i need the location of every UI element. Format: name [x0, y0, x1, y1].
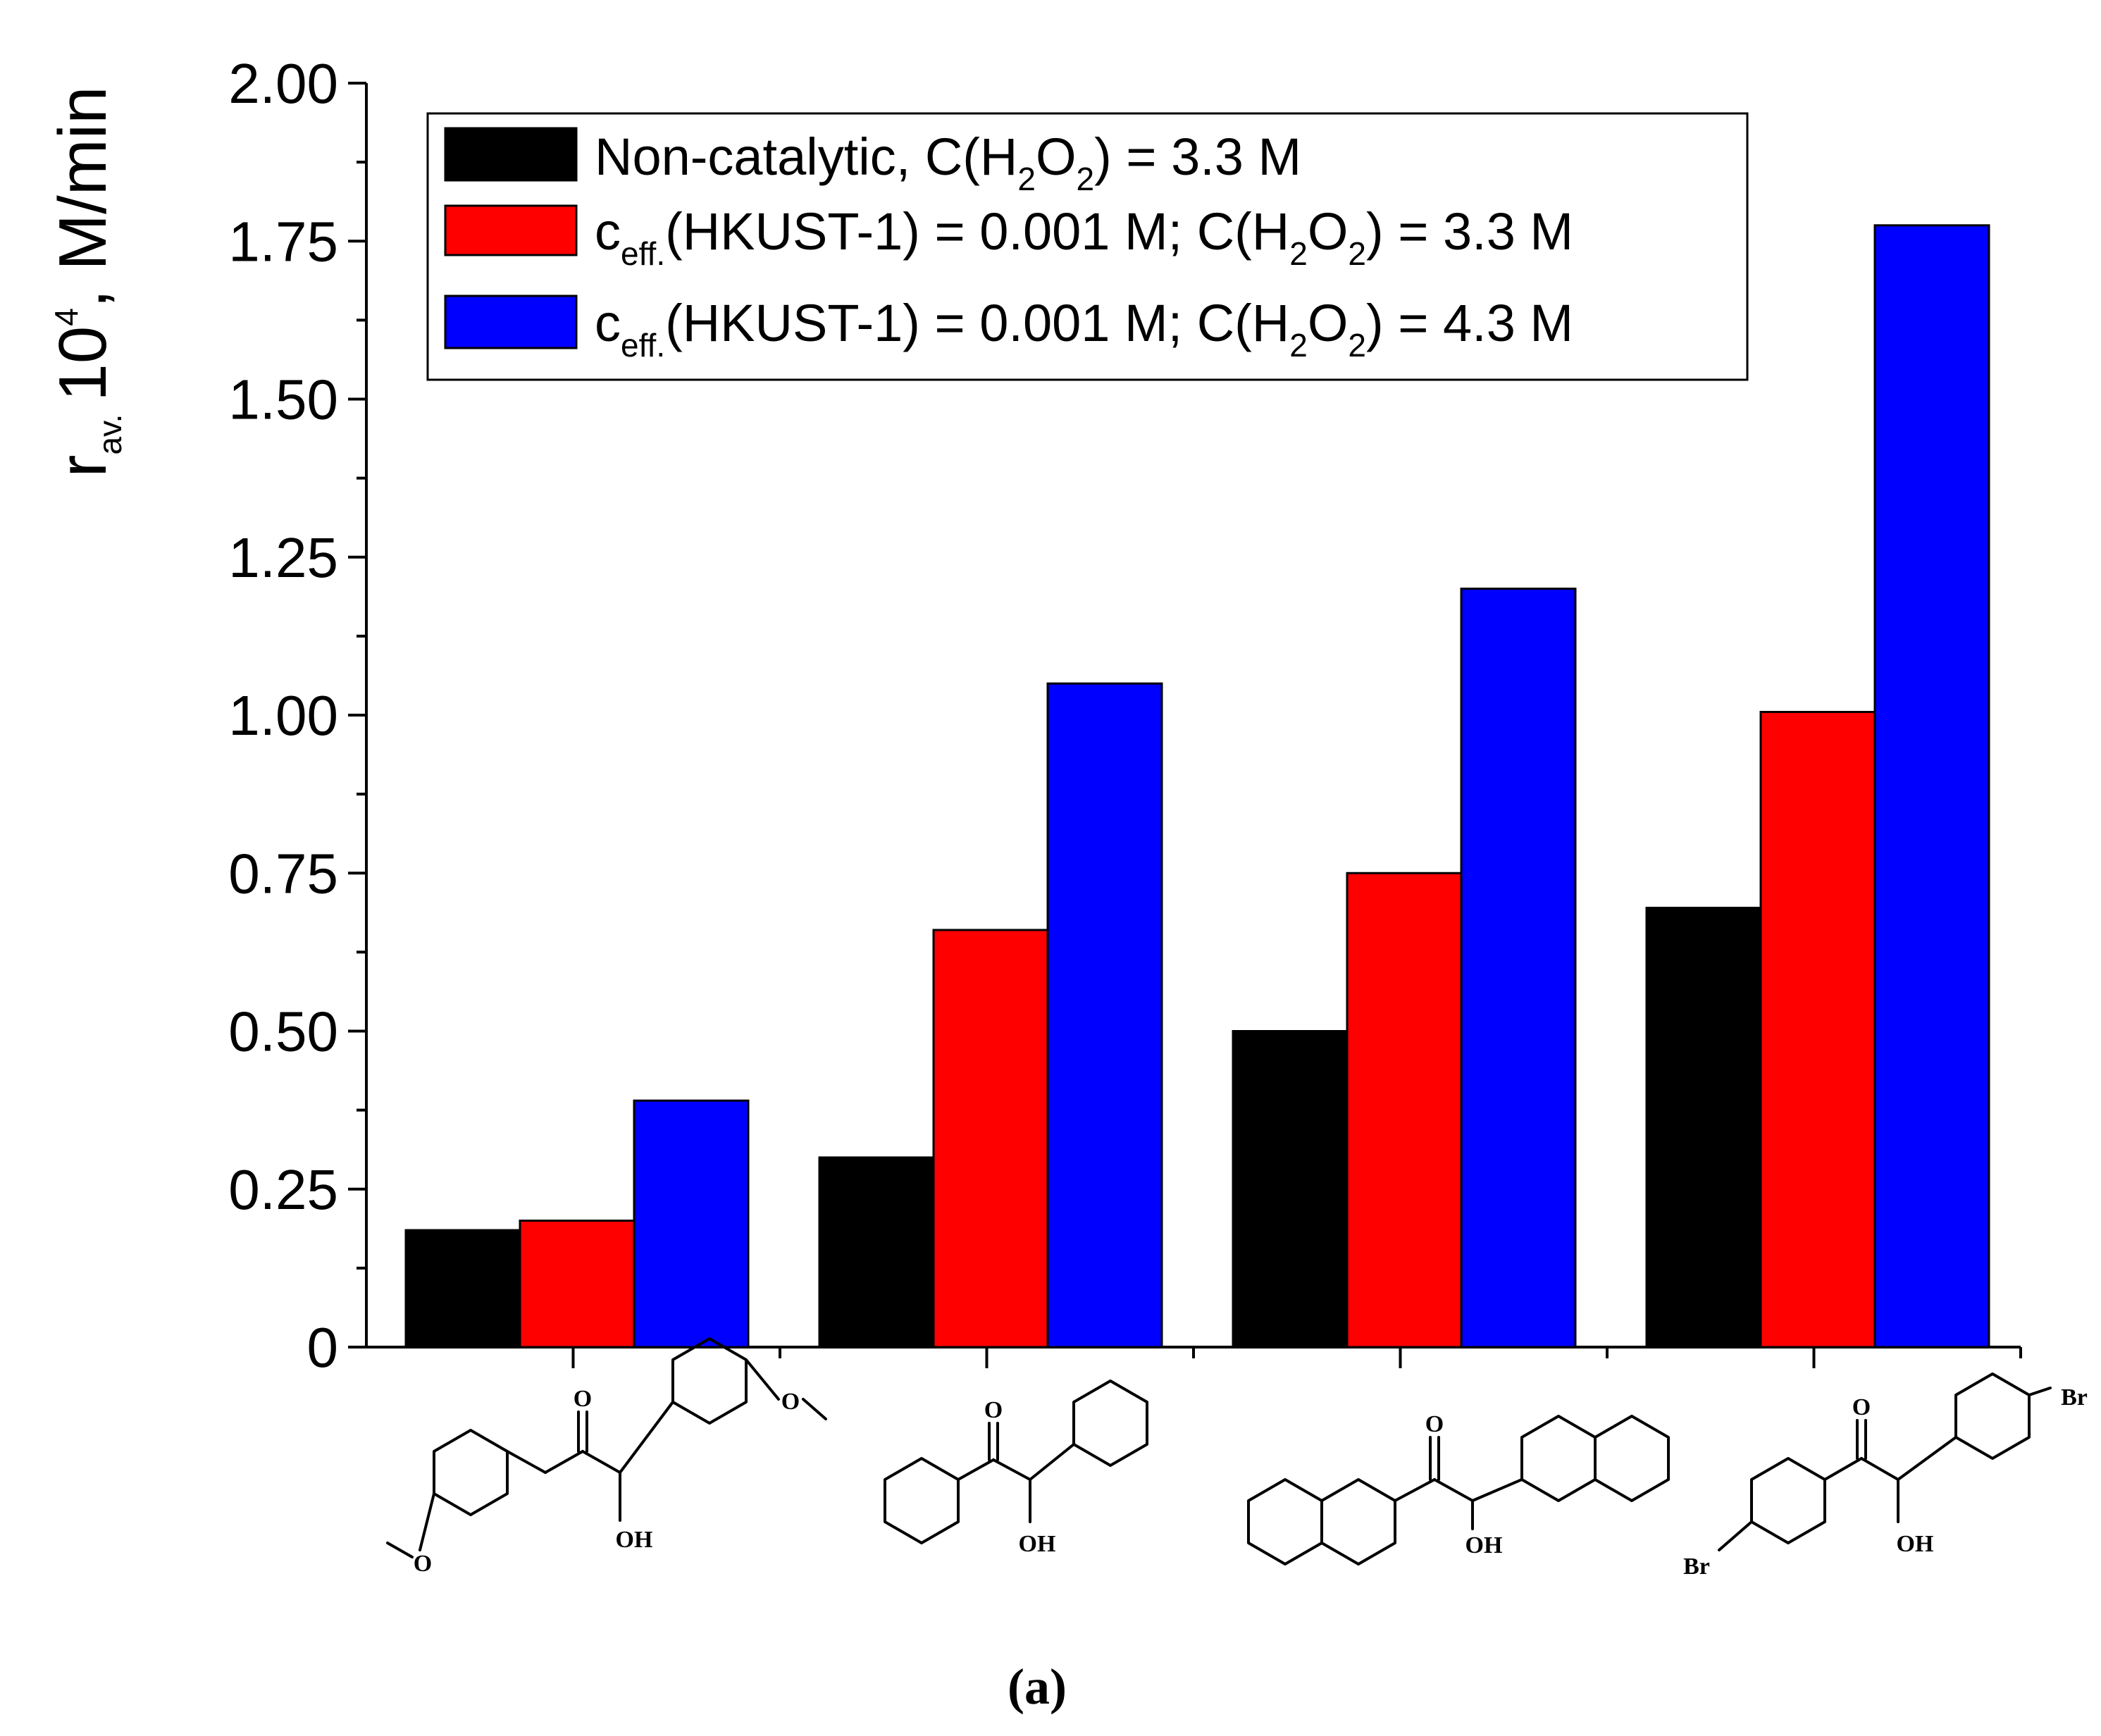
bar-hkust-4-3-3: [1460, 588, 1577, 1348]
right-ring: [1072, 1380, 1148, 1467]
y-tick-label: 1.00: [228, 684, 338, 747]
molecule-benzoin: O OH: [884, 1380, 1148, 1557]
legend-label-noncatalytic: Non-catalytic, C(H2O2) = 3.3 M: [595, 128, 1301, 197]
molecule-dimethoxybenzoin: O OH O O: [386, 1337, 827, 1577]
y-tick-label: 1.75: [228, 210, 338, 273]
hydroxyl-label: OH: [1897, 1531, 1934, 1557]
legend-label-hkust-4-3: ceff.(HKUST-1) = 0.001 M; C(H2O2) = 4.3 …: [595, 294, 1573, 364]
y-tick-label: 0.50: [228, 1000, 338, 1063]
oxygen-label: O: [1425, 1411, 1444, 1437]
bar-hkust-4-3-4: [1873, 224, 1990, 1348]
hydroxyl-label: OH: [1019, 1531, 1056, 1557]
bromine-label: Br: [2061, 1384, 2088, 1410]
figure-caption: (a): [1008, 1658, 1067, 1715]
oxygen-label: O: [984, 1397, 1003, 1423]
bar-hkust-3-3-4: [1759, 711, 1876, 1348]
legend-swatch-hkust-3-3: [444, 204, 578, 256]
legend-label-hkust-3-3: ceff.(HKUST-1) = 0.001 M; C(H2O2) = 3.3 …: [595, 202, 1573, 272]
y-tick-label: 1.50: [228, 368, 338, 431]
bar-hkust-3-3-3: [1346, 872, 1463, 1348]
y-axis-title: rav.104, M/min: [45, 87, 128, 478]
bar-noncatalytic-3: [1232, 1030, 1349, 1348]
bar-noncatalytic-4: [1645, 907, 1762, 1348]
legend: Non-catalytic, C(H2O2) = 3.3 M ceff.(HKU…: [426, 112, 1749, 381]
y-tick-label: 0.75: [228, 842, 338, 905]
legend-swatch-hkust-4-3: [444, 294, 578, 349]
legend-frame: [426, 112, 1749, 381]
molecule-naphthoin: O OH: [1247, 1411, 1670, 1566]
y-tick-label: 0: [307, 1316, 339, 1379]
methoxy-oxygen-label: O: [781, 1389, 800, 1415]
axes: 0 0.25 0.50 0.75 1.00 1.25 1.50 1.75 2.00: [228, 52, 2022, 1379]
hydroxyl-label: OH: [616, 1527, 653, 1553]
bar-hkust-3-3-1: [519, 1220, 636, 1348]
bromine-label: Br: [1683, 1554, 1710, 1580]
methoxy-oxygen-label: O: [414, 1551, 432, 1577]
bar-hkust-3-3-2: [932, 929, 1049, 1348]
bar-noncatalytic-2: [818, 1156, 935, 1348]
y-tick-label: 0.25: [228, 1158, 338, 1221]
bar-hkust-4-3-2: [1046, 682, 1163, 1348]
bar-hkust-4-3-1: [633, 1099, 750, 1348]
legend-swatch-noncatalytic: [444, 127, 578, 182]
oxygen-label: O: [1852, 1394, 1871, 1420]
molecule-dibromobenzoin: O OH Br Br: [1683, 1372, 2088, 1580]
right-ring-b: [1594, 1415, 1670, 1502]
y-tick-label: 1.25: [228, 526, 338, 589]
hydroxyl-label: OH: [1465, 1532, 1503, 1558]
bar-noncatalytic-1: [404, 1229, 521, 1348]
y-tick-label: 2.00: [228, 52, 338, 115]
bars: [404, 224, 1990, 1348]
oxygen-label: O: [574, 1386, 592, 1412]
